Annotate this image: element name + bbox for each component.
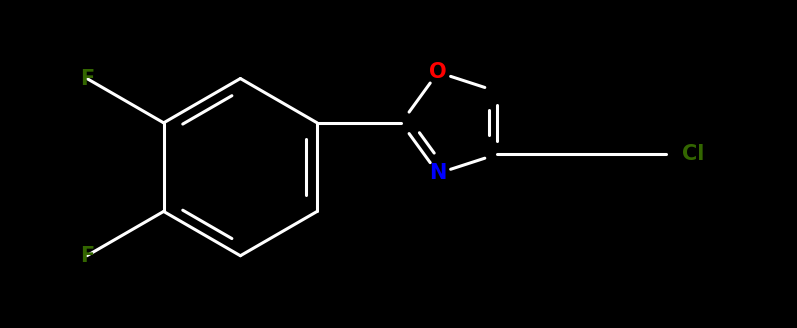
Text: O: O xyxy=(430,62,447,82)
Text: Cl: Cl xyxy=(681,144,704,164)
Text: F: F xyxy=(80,246,94,266)
Text: F: F xyxy=(80,69,94,89)
Text: N: N xyxy=(430,163,446,183)
